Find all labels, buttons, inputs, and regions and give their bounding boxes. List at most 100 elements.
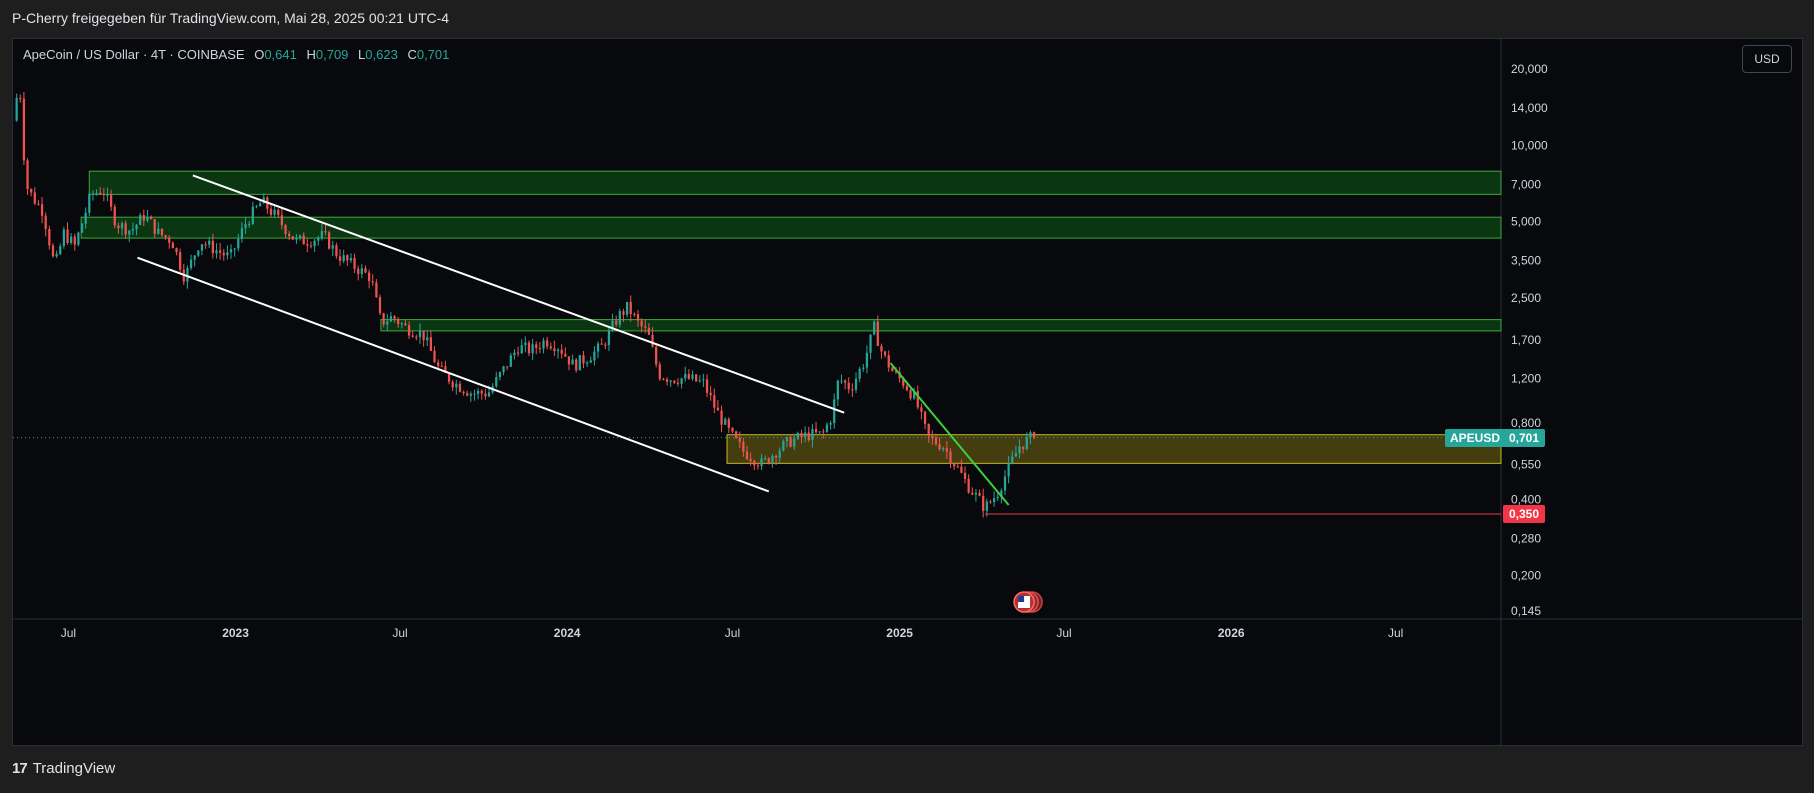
candle-body [426, 337, 429, 341]
candle-body [367, 272, 371, 282]
candle-body [44, 215, 47, 229]
candle-body [778, 450, 781, 458]
candle-body [291, 236, 294, 240]
price-tick-label: 2,500 [1511, 291, 1541, 305]
candle-body [109, 194, 113, 207]
candle-body [833, 399, 836, 424]
candle-body [211, 240, 214, 254]
candle-body [520, 345, 523, 354]
candle-body [1007, 462, 1010, 477]
candle-body [189, 259, 193, 269]
candle-body [615, 320, 618, 325]
candle-body [84, 212, 87, 224]
candle-body [197, 250, 200, 256]
price-tick-label: 10,000 [1511, 138, 1548, 152]
price-tick-label: 7,000 [1511, 177, 1541, 191]
candle-body [811, 429, 814, 441]
candle-body [1000, 490, 1003, 497]
candle-body [99, 192, 102, 194]
time-tick-label: 2023 [222, 626, 249, 640]
candle-body [440, 365, 443, 367]
candle-body [985, 501, 988, 511]
candle-body [713, 395, 716, 408]
candle-body [1025, 437, 1028, 450]
candle-body [55, 253, 58, 257]
candle-body [527, 342, 531, 354]
candle-body [476, 390, 480, 394]
legend-close-label: C [407, 47, 417, 62]
candle-body [277, 209, 280, 216]
legend-title: ApeCoin / US Dollar · 4T · COINBASE [23, 47, 245, 62]
candle-body [953, 463, 956, 467]
candle-body [974, 492, 978, 495]
candle-body [229, 249, 233, 253]
candle-body [916, 391, 919, 408]
candle-body [618, 311, 621, 325]
candle-body [883, 351, 887, 356]
candle-body [317, 237, 320, 241]
candle-body [462, 391, 465, 394]
candle-body [909, 390, 912, 399]
candle-body [738, 437, 741, 442]
time-tick-label: 2025 [886, 626, 913, 640]
candle-body [382, 313, 385, 325]
candle-body [687, 374, 690, 379]
chart-area[interactable]: 20,000 14,000 10,000 7,000 5,000 3,500 2,500 1,… [12, 38, 1803, 746]
candle-body [397, 318, 400, 324]
candle-body [255, 206, 258, 208]
candle-body [851, 389, 854, 391]
candle-body [153, 219, 156, 234]
candle-body [70, 236, 73, 243]
currency-button[interactable]: USD [1742, 45, 1792, 73]
candle-body [175, 248, 178, 253]
candle-body [1014, 453, 1018, 457]
candle-body [128, 230, 131, 235]
candle-body [636, 314, 640, 321]
candle-body [1011, 456, 1014, 463]
candle-body [934, 437, 938, 445]
candle-body [847, 382, 850, 390]
candle-body [179, 252, 182, 270]
time-tick-label: Jul [1388, 626, 1403, 640]
candle-body [640, 320, 643, 327]
candle-body [280, 215, 284, 226]
candle-body [538, 348, 542, 350]
candle-body [625, 301, 629, 315]
candle-body [756, 465, 760, 467]
candle-body [19, 97, 22, 99]
candle-body [949, 451, 952, 464]
price-chart[interactable]: 20,000 14,000 10,000 7,000 5,000 3,500 2,500 1,… [13, 39, 1802, 745]
legend-open-label: O [254, 47, 265, 62]
candle-body [418, 330, 422, 338]
last-price-tag: 0,701 [1503, 428, 1546, 447]
candle-body [302, 235, 305, 245]
zone-0 [88, 170, 1502, 195]
candle-body [62, 229, 65, 247]
candle-body [40, 204, 44, 216]
legend-low-label: L [358, 47, 366, 62]
candle-body [963, 472, 967, 479]
candle-body [204, 244, 207, 246]
candle-body [215, 250, 218, 254]
candle-body [760, 458, 763, 467]
tradingview-logo[interactable]: 17 TradingView [12, 760, 115, 777]
candle-body [1029, 432, 1032, 438]
candle-body [880, 345, 883, 352]
candle-body [248, 223, 251, 225]
candle-body [357, 268, 360, 275]
candle-body [535, 344, 538, 349]
candle-body [578, 355, 581, 371]
candle-body [604, 344, 607, 346]
candle-body [942, 447, 945, 450]
price-tick-label: 0,400 [1511, 492, 1541, 506]
share-header: P-Cherry freigegeben für TradingView.com… [0, 0, 1814, 38]
candle-body [894, 371, 898, 373]
candle-body [284, 225, 287, 234]
candle-body [585, 362, 589, 364]
candle-body [865, 352, 869, 368]
candle-body [88, 194, 91, 213]
candle-body [665, 379, 669, 382]
candle-body [328, 232, 331, 249]
candle-body [135, 224, 138, 230]
candle-body [633, 313, 636, 315]
